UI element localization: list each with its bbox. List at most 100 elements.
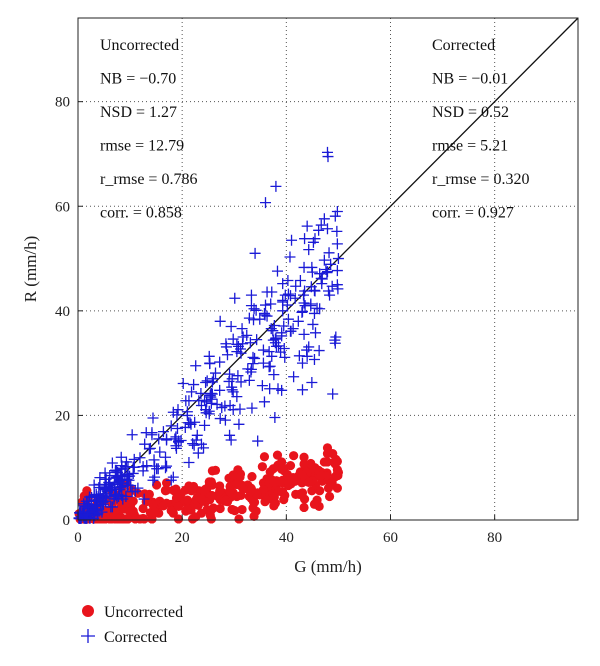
corrected-point — [180, 395, 192, 407]
corrected-point — [257, 344, 269, 356]
uncorrected-point — [173, 514, 184, 524]
corrected-point — [248, 303, 260, 315]
corrected-stat-nsd: NSD = 0.52 — [432, 104, 509, 121]
corrected-point — [204, 357, 216, 369]
corrected-point — [313, 345, 325, 357]
corrected-point — [257, 357, 269, 369]
corrected-point — [249, 247, 261, 259]
corrected-point — [264, 360, 276, 372]
corrected-point — [138, 493, 150, 505]
uncorrected-point — [206, 514, 216, 524]
corrected-point — [266, 286, 278, 298]
uncorrected-point — [316, 470, 326, 481]
corrected-point — [88, 489, 100, 501]
corrected-point — [132, 482, 144, 494]
corrected-point — [160, 451, 171, 463]
corrected-point — [237, 331, 249, 343]
uncorrected-point — [166, 505, 176, 516]
corrected-point — [106, 501, 118, 513]
uncorrected-point — [272, 450, 283, 460]
legend-corrected-label: Corrected — [104, 629, 167, 646]
y-tick-label: 40 — [55, 304, 70, 320]
uncorrected-point — [289, 451, 299, 461]
x-axis-label: G (mm/h) — [294, 557, 362, 576]
corrected-point — [210, 367, 221, 379]
corrected-point — [221, 349, 233, 361]
uncorrected-point — [304, 477, 314, 487]
corrected-point — [188, 379, 200, 391]
uncorrected-point — [122, 498, 132, 508]
corrected-point — [271, 265, 283, 277]
corrected-stats-title: Corrected — [432, 37, 495, 54]
corrected-point — [248, 314, 260, 326]
y-tick-label: 80 — [55, 95, 70, 111]
corrected-point — [308, 353, 320, 365]
corrected-point — [260, 299, 271, 311]
corrected-point — [301, 220, 313, 232]
uncorrected-point — [172, 492, 182, 503]
corrected-point — [82, 508, 94, 520]
corrected-point — [201, 375, 213, 387]
corrected-point — [140, 427, 152, 439]
corrected-point — [284, 251, 296, 263]
corrected-point — [229, 292, 241, 304]
corrected-point — [214, 315, 226, 327]
corrected-point — [157, 426, 169, 438]
corrected-point — [94, 472, 106, 484]
corrected-point — [108, 490, 120, 502]
uncorrected-stat-rmse: rmse = 12.79 — [100, 138, 184, 155]
corrected-stat-corr: corr. = 0.927 — [432, 205, 514, 222]
y-tick-label: 20 — [55, 408, 70, 424]
corrected-point — [90, 500, 102, 512]
corrected-point — [220, 338, 232, 350]
y-axis-label: R (mm/h) — [21, 236, 40, 303]
uncorrected-point — [283, 479, 294, 489]
corrected-point — [161, 434, 173, 446]
corrected-point — [126, 486, 138, 498]
corrected-point — [120, 490, 132, 502]
uncorrected-point — [232, 479, 242, 490]
corrected-point — [151, 463, 163, 475]
corrected-point — [331, 265, 343, 277]
uncorrected-point — [234, 514, 244, 524]
corrected-point — [298, 289, 310, 301]
y-tick-label: 0 — [63, 513, 71, 529]
corrected-point — [314, 303, 326, 315]
uncorrected-point — [191, 512, 201, 522]
uncorrected-stats-title: Uncorrected — [100, 37, 179, 54]
corrected-point — [219, 400, 231, 412]
corrected-point — [331, 279, 343, 291]
corrected-point — [232, 370, 244, 382]
corrected-point — [205, 387, 217, 399]
corrected-point — [177, 378, 189, 390]
corrected-point — [298, 328, 310, 340]
corrected-point — [316, 278, 328, 290]
corrected-point — [267, 325, 279, 337]
corrected-point — [214, 384, 226, 396]
corrected-stat-r-rmse: r_rmse = 0.320 — [432, 171, 529, 188]
corrected-point — [161, 460, 173, 472]
corrected-stat-rmse: rmse = 5.21 — [432, 138, 508, 155]
uncorrected-point — [158, 501, 169, 511]
uncorrected-point — [309, 499, 320, 509]
uncorrected-point — [257, 462, 267, 472]
uncorrected-point — [228, 470, 238, 480]
corrected-point — [211, 398, 223, 410]
corrected-point — [110, 464, 122, 476]
corrected-point — [235, 347, 247, 359]
corrected-point — [277, 278, 289, 290]
corrected-point — [249, 352, 261, 364]
corrected-point — [290, 280, 302, 292]
corrected-point — [128, 461, 140, 473]
uncorrected-point — [227, 504, 237, 515]
uncorrected-point — [171, 484, 181, 494]
corrected-point — [307, 318, 319, 330]
uncorrected-point — [270, 498, 280, 508]
corrected-point — [111, 489, 123, 501]
axis-ticks: 0 20 40 60 80 0 20 40 60 80 — [55, 95, 502, 546]
uncorrected-point — [207, 466, 217, 476]
corrected-point — [308, 284, 320, 296]
uncorrected-point — [220, 496, 230, 506]
corrected-point — [267, 334, 279, 346]
uncorrected-point — [265, 467, 275, 477]
